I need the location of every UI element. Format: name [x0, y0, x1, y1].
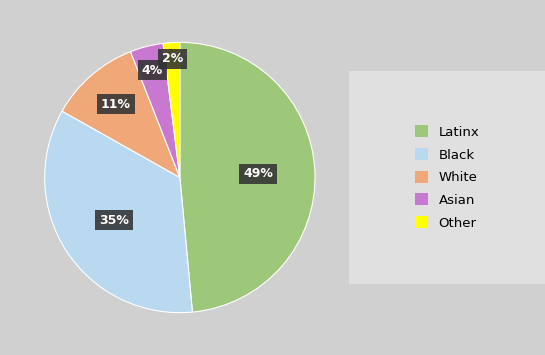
Text: 35%: 35% [99, 214, 129, 226]
Wedge shape [163, 42, 180, 178]
Text: 4%: 4% [142, 64, 163, 77]
Legend: Latinx, Black, White, Asian, Other: Latinx, Black, White, Asian, Other [408, 119, 486, 236]
Wedge shape [62, 51, 180, 178]
Text: 49%: 49% [243, 167, 273, 180]
Wedge shape [131, 43, 180, 178]
Text: 11%: 11% [101, 98, 131, 110]
Text: 2%: 2% [162, 52, 183, 65]
Wedge shape [180, 42, 315, 312]
Wedge shape [45, 111, 192, 313]
